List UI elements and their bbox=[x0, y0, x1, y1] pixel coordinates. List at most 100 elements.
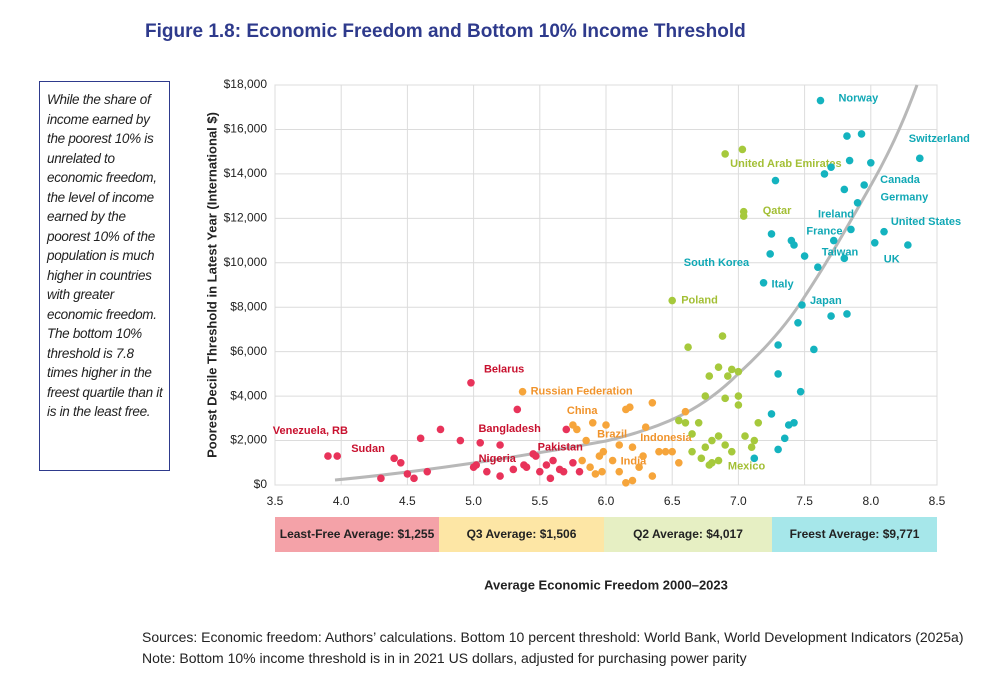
point bbox=[721, 394, 729, 403]
point bbox=[626, 403, 634, 412]
point bbox=[655, 447, 663, 456]
x-tick-label: 3.5 bbox=[267, 494, 284, 508]
point bbox=[816, 96, 825, 105]
point bbox=[705, 372, 714, 380]
point bbox=[721, 441, 729, 449]
point-label: Bangladesh bbox=[478, 423, 541, 435]
point bbox=[628, 476, 637, 485]
x-tick-label: 7.0 bbox=[730, 494, 747, 508]
y-tick-label: $14,000 bbox=[224, 166, 268, 180]
x-tick-label: 5.0 bbox=[465, 494, 482, 508]
point bbox=[767, 410, 776, 418]
point bbox=[602, 421, 610, 429]
point bbox=[739, 207, 748, 216]
point bbox=[750, 436, 759, 445]
point bbox=[796, 387, 805, 396]
point bbox=[513, 405, 522, 414]
point bbox=[536, 467, 544, 476]
grid: $0 $2,000 $4,000 $6,000 $8,000 $10,000 $12,000… bbox=[224, 77, 946, 552]
point bbox=[681, 418, 690, 427]
y-tick-label: $10,000 bbox=[224, 255, 268, 269]
point bbox=[724, 372, 732, 380]
point bbox=[559, 467, 568, 476]
point bbox=[641, 423, 650, 432]
point-label: South Korea bbox=[684, 257, 750, 269]
point-label: Poland bbox=[681, 294, 718, 306]
point bbox=[766, 250, 774, 258]
chart-title: Figure 1.8: Economic Freedom and Bottom … bbox=[145, 21, 746, 42]
point bbox=[771, 176, 780, 185]
point bbox=[810, 345, 818, 354]
point-label: Ireland bbox=[818, 208, 854, 220]
point bbox=[496, 472, 504, 480]
point bbox=[721, 150, 729, 158]
x-tick-label: 5.5 bbox=[531, 494, 548, 508]
point-label: Pakistan bbox=[538, 441, 584, 453]
x-tick-label: 8.0 bbox=[862, 494, 879, 508]
point bbox=[688, 447, 696, 456]
point bbox=[857, 130, 866, 138]
point bbox=[701, 392, 710, 400]
point bbox=[714, 456, 723, 465]
point bbox=[750, 454, 759, 463]
point-label: Venezuela, RB bbox=[273, 425, 348, 437]
point bbox=[843, 310, 851, 318]
point-label: UK bbox=[884, 254, 900, 266]
point bbox=[870, 238, 879, 247]
point bbox=[575, 467, 584, 476]
point bbox=[774, 445, 782, 454]
y-tick-label: $0 bbox=[254, 477, 268, 491]
point bbox=[697, 454, 706, 463]
point bbox=[681, 407, 690, 416]
point-label: Russian Federation bbox=[531, 386, 633, 398]
point bbox=[829, 236, 838, 245]
point bbox=[714, 363, 723, 372]
point bbox=[734, 401, 743, 409]
point bbox=[774, 341, 782, 349]
point bbox=[542, 461, 551, 469]
point bbox=[675, 458, 683, 467]
point bbox=[377, 474, 385, 483]
point bbox=[608, 456, 617, 465]
point bbox=[333, 452, 342, 460]
point bbox=[423, 467, 432, 476]
point bbox=[747, 443, 756, 452]
point bbox=[588, 418, 597, 427]
point bbox=[569, 458, 577, 467]
point bbox=[549, 456, 557, 465]
point bbox=[790, 241, 798, 249]
legend-box bbox=[275, 517, 439, 552]
point bbox=[741, 432, 749, 440]
point bbox=[661, 447, 670, 456]
point-label: Indonesia bbox=[640, 432, 692, 444]
point bbox=[591, 470, 600, 478]
point bbox=[668, 296, 676, 305]
x-tick-label: 4.5 bbox=[399, 494, 416, 508]
point bbox=[546, 474, 555, 483]
point bbox=[738, 145, 747, 154]
point bbox=[790, 418, 798, 427]
point-label: Belarus bbox=[484, 364, 524, 376]
point bbox=[648, 398, 657, 407]
legend-label: Q3 Average: $1,506 bbox=[467, 527, 577, 541]
point bbox=[622, 478, 630, 487]
point bbox=[759, 278, 768, 287]
y-tick-label: $8,000 bbox=[230, 299, 267, 313]
point-label: Mexico bbox=[728, 461, 766, 473]
point-label: Qatar bbox=[763, 205, 792, 217]
point bbox=[615, 467, 624, 476]
x-tick-label: 6.5 bbox=[664, 494, 681, 508]
point bbox=[456, 436, 465, 445]
point-label: Taiwan bbox=[822, 246, 859, 258]
y-tick-label: $12,000 bbox=[224, 211, 268, 225]
point bbox=[582, 436, 590, 445]
legend-label: Least-Free Average: $1,255 bbox=[280, 527, 435, 541]
point bbox=[410, 474, 418, 483]
point bbox=[800, 252, 809, 260]
point bbox=[754, 418, 763, 427]
point bbox=[390, 454, 398, 463]
point-label: Canada bbox=[880, 174, 921, 186]
point bbox=[403, 470, 412, 478]
point bbox=[705, 461, 714, 469]
